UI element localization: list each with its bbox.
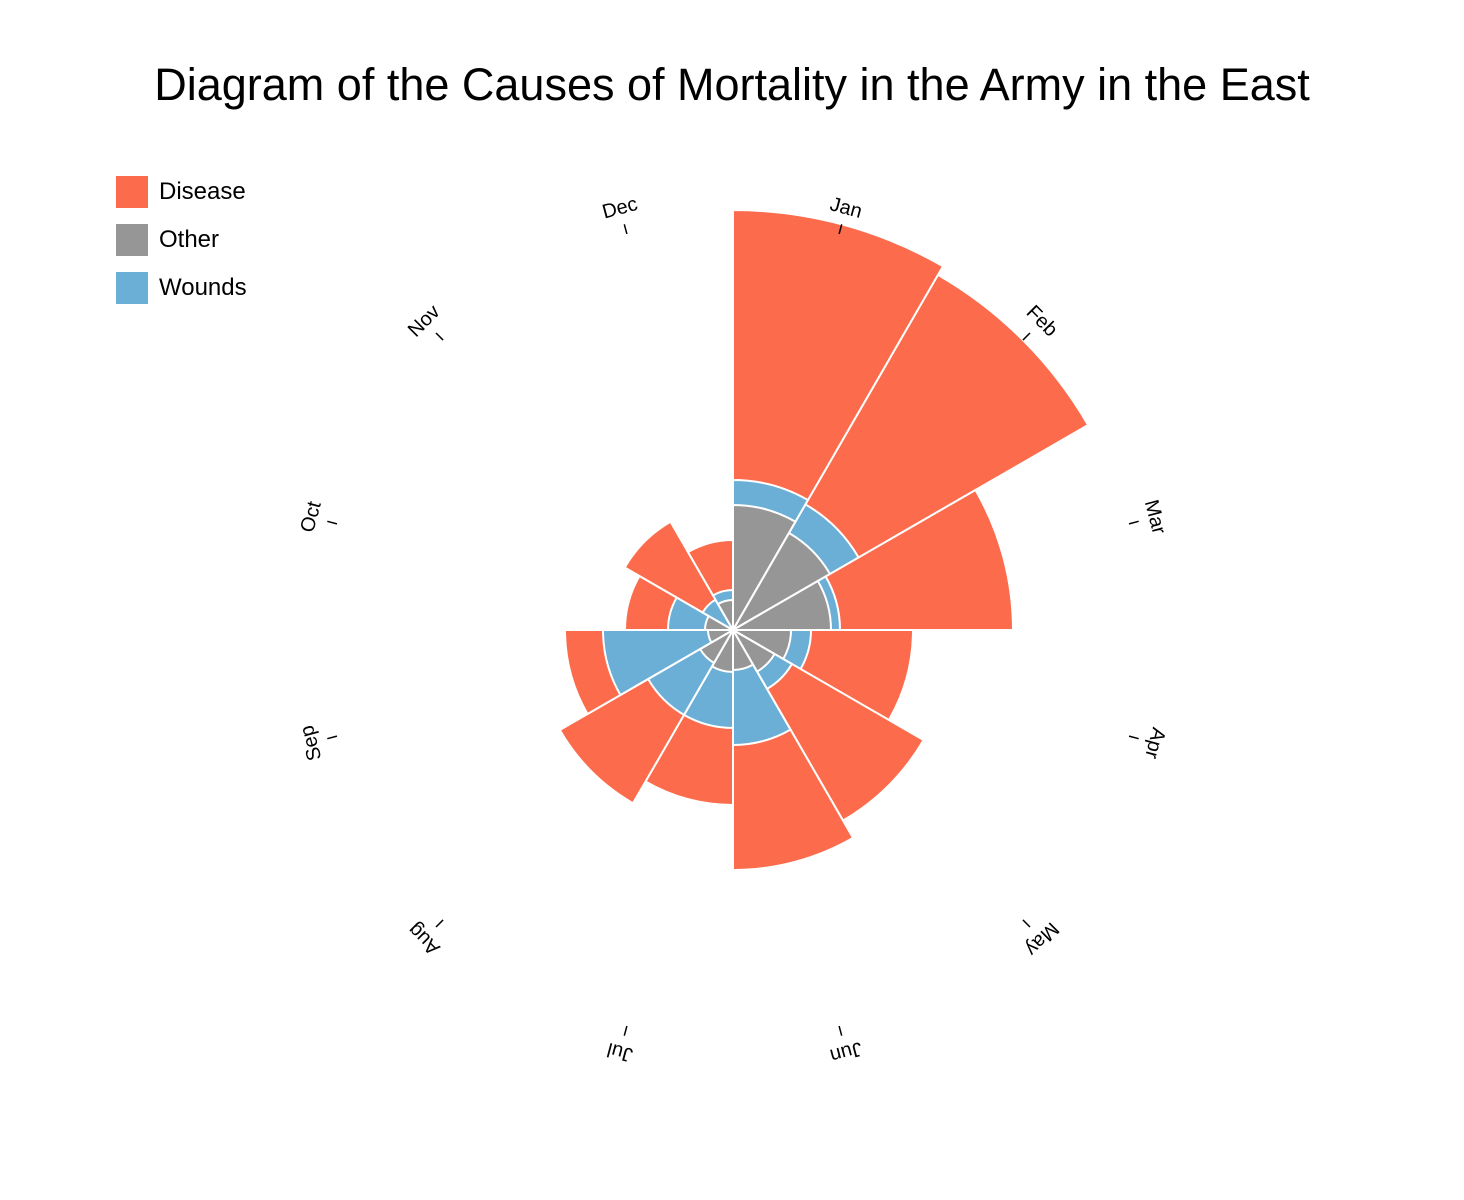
legend-item-wounds[interactable]: Wounds [116,264,247,312]
tick-nov [435,332,444,341]
tick-jul [623,1025,628,1036]
wedge-wounds-sep[interactable] [601,629,737,697]
legend-swatch-other [116,224,148,256]
month-label-mar: Mar [1140,497,1170,536]
month-label-apr: Apr [1140,725,1169,761]
month-label-sep: Sep [296,723,326,763]
legend-label-wounds: Wounds [159,274,247,301]
legend-swatch-disease [116,176,148,208]
wedge-other-dec[interactable] [716,598,734,634]
legend-swatch-wounds [116,272,148,304]
tick-feb [1022,332,1031,341]
legend-label-disease: Disease [159,178,246,205]
month-label-jun: Jun [828,1037,865,1067]
tick-jan [838,224,843,235]
wedge-layer [558,208,1090,872]
tick-apr [1128,735,1139,740]
tick-aug [435,919,444,928]
tick-may [1022,919,1031,928]
wedge-disease-nov[interactable] [623,520,736,633]
chart-title: Diagram of the Causes of Mortality in th… [154,59,1310,110]
tick-oct [327,520,338,525]
tick-jun [838,1025,843,1036]
tick-dec [623,224,628,235]
legend-item-disease[interactable]: Disease [116,168,247,216]
tick-mar [1128,520,1139,525]
legend-label-other: Other [159,226,220,253]
legend-item-other[interactable]: Other [116,216,247,264]
legend: Disease Other Wounds [116,168,247,312]
month-label-jul: Jul [605,1038,635,1066]
month-label-dec: Dec [600,193,640,223]
month-label-oct: Oct [297,499,326,535]
tick-sep [327,735,338,740]
month-label-jan: Jan [828,193,865,223]
